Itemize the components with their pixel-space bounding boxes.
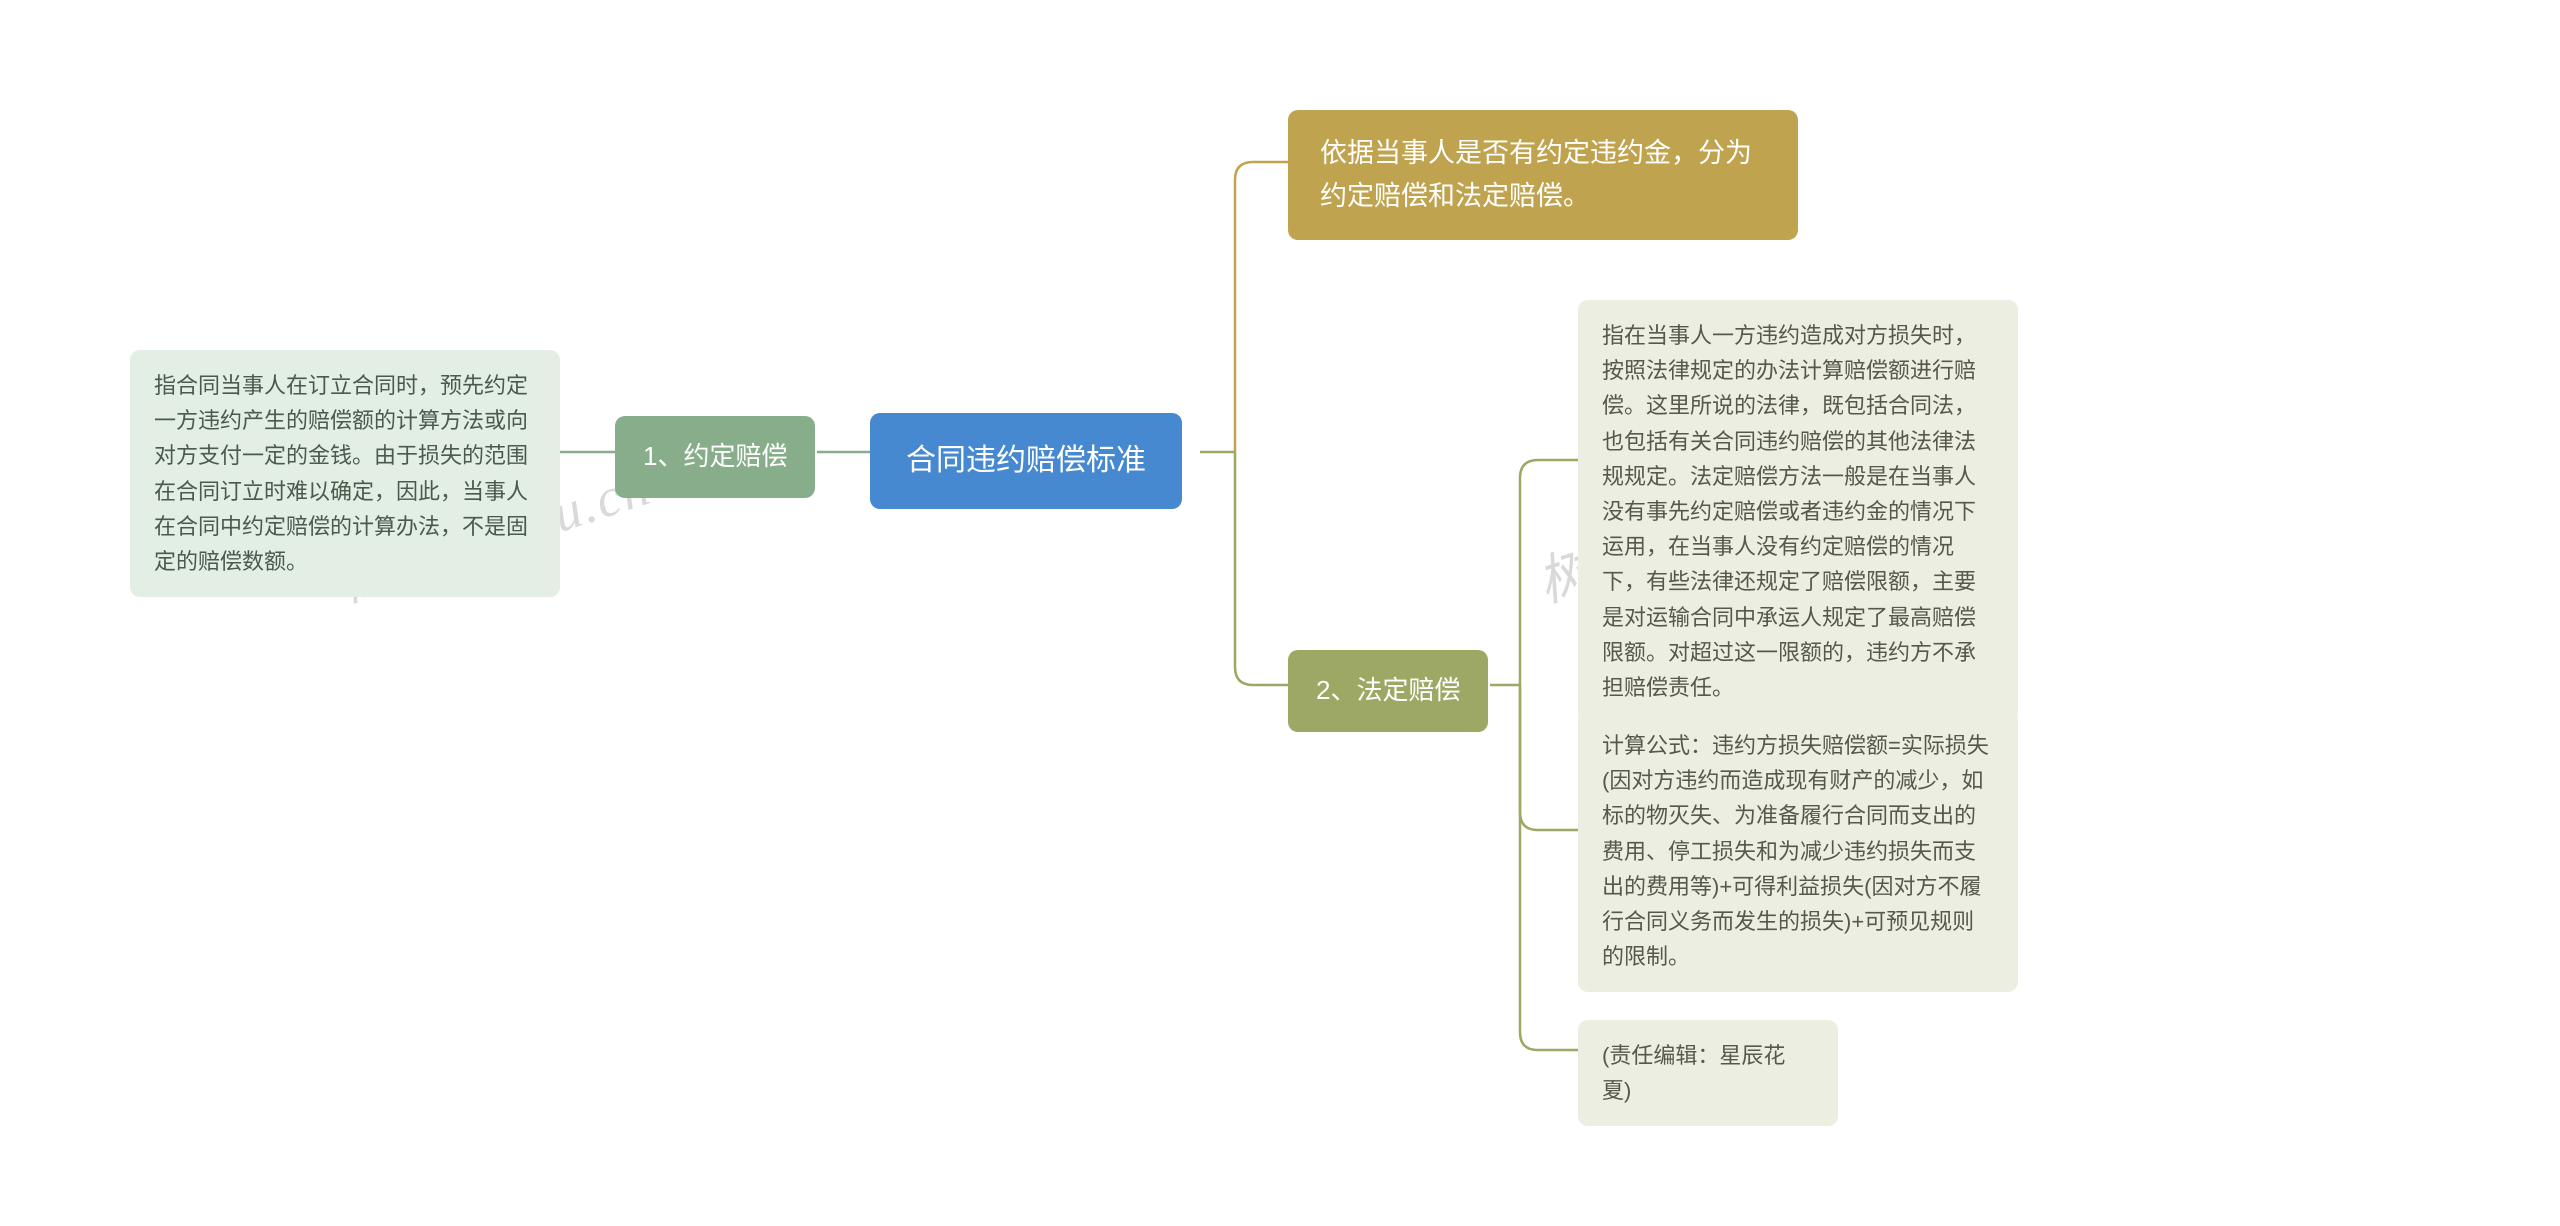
leaf-right-1-text: 计算公式：违约方损失赔偿额=实际损失(因对方违约而造成现有财产的减少，如标的物灭… bbox=[1602, 733, 1989, 969]
leaf-right-legal-definition: 指在当事人一方违约造成对方损失时，按照法律规定的办法计算赔偿额进行赔偿。这里所说… bbox=[1578, 300, 2018, 723]
leaf-right-editor: (责任编辑：星辰花夏) bbox=[1578, 1020, 1838, 1126]
l1-left-agreed-compensation[interactable]: 1、约定赔偿 bbox=[615, 416, 815, 498]
l1-right-top-text: 依据当事人是否有约定违约金，分为约定赔偿和法定赔偿。 bbox=[1320, 138, 1752, 211]
l1-right-bottom-text: 2、法定赔偿 bbox=[1316, 675, 1460, 705]
l1-right-top-classification[interactable]: 依据当事人是否有约定违约金，分为约定赔偿和法定赔偿。 bbox=[1288, 110, 1798, 240]
root-node[interactable]: 合同违约赔偿标准 bbox=[870, 413, 1182, 509]
l1-right-bottom-legal-compensation[interactable]: 2、法定赔偿 bbox=[1288, 650, 1488, 732]
leaf-left-text: 指合同当事人在订立合同时，预先约定一方违约产生的赔偿额的计算方法或向对方支付一定… bbox=[154, 373, 528, 574]
leaf-right-2-text: (责任编辑：星辰花夏) bbox=[1602, 1043, 1785, 1103]
leaf-right-0-text: 指在当事人一方违约造成对方损失时，按照法律规定的办法计算赔偿额进行赔偿。这里所说… bbox=[1602, 323, 1976, 700]
l1-left-text: 1、约定赔偿 bbox=[643, 441, 787, 471]
connector-layer bbox=[0, 0, 2560, 1226]
leaf-right-formula: 计算公式：违约方损失赔偿额=实际损失(因对方违约而造成现有财产的减少，如标的物灭… bbox=[1578, 710, 2018, 992]
root-text: 合同违约赔偿标准 bbox=[906, 444, 1146, 477]
leaf-left-agreed-compensation-detail: 指合同当事人在订立合同时，预先约定一方违约产生的赔偿额的计算方法或向对方支付一定… bbox=[130, 350, 560, 597]
